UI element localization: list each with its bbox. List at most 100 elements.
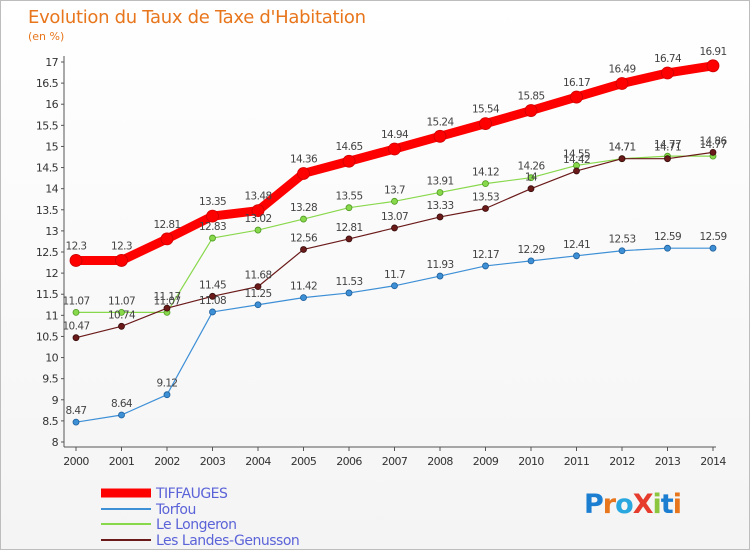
y-tick-label: 10.5 [36,330,59,343]
data-label-torfou: 12.41 [563,239,590,251]
data-point-les-landes-genusson [163,304,171,312]
data-label-le-longeron: 14.71 [608,142,635,154]
data-point-le-longeron [209,234,216,242]
data-point-torfou [436,272,444,280]
data-point-tiffauges [69,254,83,267]
data-label-torfou: 11.53 [335,276,362,288]
data-point-torfou [482,262,489,270]
data-label-torfou: 11.7 [384,269,405,281]
x-tick-label: 2012 [609,455,635,468]
x-tick-label: 2003 [200,455,226,468]
data-label-le-longeron: 14.55 [563,148,590,160]
data-point-les-landes-genusson [436,213,444,221]
data-point-torfou [618,247,626,255]
x-tick-label: 2008 [427,455,453,468]
data-point-tiffauges [251,204,265,218]
data-point-tiffauges [342,154,356,168]
data-label-torfou: 12.29 [517,244,544,256]
y-tick-label: 8.5 [42,415,58,428]
data-label-tiffauges: 12.3 [66,240,87,252]
data-point-tiffauges [160,232,174,246]
data-label-torfou: 11.08 [199,295,226,307]
data-label-tiffauges: 14.65 [335,141,362,153]
y-tick-label: 17 [45,56,58,69]
data-point-les-landes-genusson [573,167,580,175]
data-label-tiffauges: 16.17 [563,77,590,89]
data-label-tiffauges: 13.35 [199,196,226,208]
data-label-les-landes-genusson: 14.86 [699,135,727,147]
y-tick-label: 16.5 [36,77,59,90]
data-label-le-longeron: 11.07 [153,295,180,307]
data-label-le-longeron: 14.12 [472,167,499,179]
data-label-tiffauges: 12.3 [111,240,132,252]
y-tick-label: 12 [45,267,58,280]
data-point-torfou [573,252,580,260]
data-point-les-landes-genusson [391,224,398,232]
data-label-torfou: 12.17 [472,249,499,261]
data-point-torfou [527,257,535,265]
data-point-tiffauges [115,254,128,267]
data-label-le-longeron: 13.28 [290,202,317,214]
data-point-le-longeron [391,197,398,205]
y-tick-label: 13 [45,225,58,238]
legend-label-les-landes-genusson: Les Landes-Genusson [156,533,299,549]
data-label-tiffauges: 14.36 [290,153,318,165]
data-label-torfou: 11.25 [244,288,271,300]
data-label-tiffauges: 15.54 [472,104,500,116]
data-label-tiffauges: 16.49 [608,64,635,76]
y-tick-label: 8 [52,436,59,449]
y-tick-label: 16 [45,98,58,111]
data-label-torfou: 11.93 [426,259,453,271]
x-tick-label: 2014 [700,455,726,468]
data-point-torfou [345,289,353,297]
data-label-torfou: 11.42 [290,281,317,293]
data-point-torfou [209,308,216,316]
y-tick-label: 15.5 [36,119,59,132]
x-tick-label: 2011 [564,455,590,468]
data-point-tiffauges [661,66,674,80]
x-tick-label: 2007 [382,455,408,468]
y-tick-label: 14 [45,183,58,196]
y-tick-label: 11.5 [36,288,59,301]
data-point-le-longeron [527,174,535,182]
data-label-torfou: 8.64 [111,398,133,410]
data-point-le-longeron [300,215,307,223]
x-tick-label: 2013 [655,455,681,468]
x-tick-label: 2002 [154,455,180,468]
data-label-les-landes-genusson: 10.74 [108,309,136,321]
data-point-tiffauges [615,77,629,90]
data-point-tiffauges [388,142,401,156]
data-point-tiffauges [479,117,492,131]
data-point-torfou [300,294,307,302]
data-point-les-landes-genusson [345,235,353,243]
data-label-les-landes-genusson: 14.71 [654,142,681,154]
data-point-tiffauges [570,90,583,104]
data-label-les-landes-genusson: 10.47 [62,321,89,333]
y-tick-label: 12.5 [36,246,59,259]
data-label-les-landes-genusson: 14.71 [608,142,635,154]
y-tick-label: 9 [52,394,59,407]
data-point-le-longeron [345,204,353,212]
y-tick-label: 14.5 [36,162,59,175]
data-label-tiffauges: 14.94 [381,129,409,141]
data-point-les-landes-genusson [709,148,717,156]
x-tick-label: 2000 [63,455,89,468]
data-label-torfou: 8.47 [66,405,87,417]
unit-label: (en %) [28,30,65,43]
data-label-tiffauges: 13.48 [244,191,271,203]
data-point-tiffauges [433,129,447,143]
data-label-tiffauges: 16.74 [654,53,682,65]
data-point-les-landes-genusson [254,283,262,291]
data-point-les-landes-genusson [209,292,216,300]
data-label-tiffauges: 15.24 [426,116,454,128]
legend-label-torfou: Torfou [155,502,196,518]
data-label-torfou: 12.59 [699,231,726,243]
data-label-les-landes-genusson: 11.17 [153,291,180,303]
data-point-torfou [709,244,717,252]
data-label-tiffauges: 15.85 [517,91,544,103]
data-label-tiffauges: 12.81 [153,219,180,231]
legend-label-tiffauges: TIFFAUGES [155,486,228,502]
proxiti-logo: ProXiti [584,489,682,520]
